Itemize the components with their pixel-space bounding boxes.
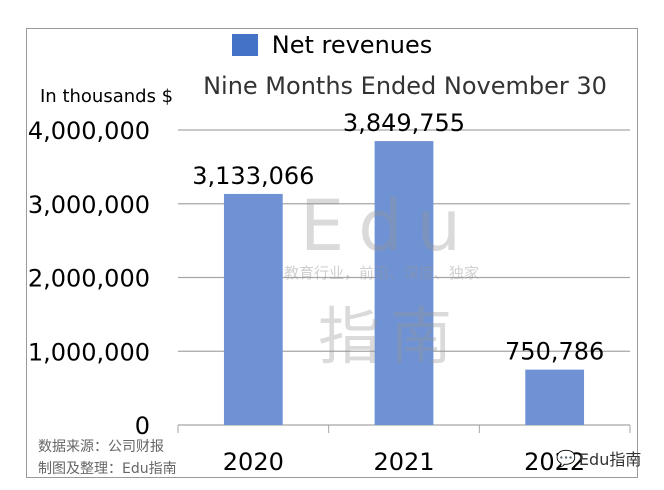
bar xyxy=(223,193,283,425)
y-tick-label: 1,000,000 xyxy=(28,338,150,366)
y-tick-label: 2,000,000 xyxy=(28,265,150,293)
bar xyxy=(525,369,585,425)
data-label: 3,133,066 xyxy=(192,162,314,190)
watermark-edu: Edu xyxy=(300,185,476,267)
y-tick-label: 4,000,000 xyxy=(28,117,150,145)
legend: Net revenues xyxy=(0,30,664,60)
data-label: 3,849,755 xyxy=(343,109,465,137)
brand-text: Edu指南 xyxy=(578,450,642,469)
source-note: 数据来源：公司财报 xyxy=(38,439,164,455)
y-axis-unit-label: In thousands $ xyxy=(40,86,174,107)
credit-note: 制图及整理：Edu指南 xyxy=(38,461,177,477)
y-tick-label: 3,000,000 xyxy=(28,191,150,219)
wechat-icon: 💬 xyxy=(556,448,576,468)
legend-swatch xyxy=(231,34,258,56)
x-tick-label: 2022 xyxy=(524,448,585,476)
watermark-tagline: 教育行业，前沿、深度、独家 xyxy=(284,264,480,282)
bar xyxy=(374,141,434,425)
y-tick-label: 0 xyxy=(135,412,150,440)
x-tick-label: 2020 xyxy=(223,448,284,476)
brand-mark: 💬 Edu指南 xyxy=(556,446,641,470)
x-tick-label: 2021 xyxy=(373,448,434,476)
legend-label: Net revenues xyxy=(271,31,433,59)
chart-subtitle: Nine Months Ended November 30 xyxy=(203,72,607,100)
bars xyxy=(223,141,585,425)
data-label: 750,786 xyxy=(505,338,604,366)
watermark-cn: 指南 xyxy=(318,300,463,373)
labels: 0 1,000,000 2,000,000 3,000,000 4,000,000 3,1… xyxy=(28,109,604,476)
